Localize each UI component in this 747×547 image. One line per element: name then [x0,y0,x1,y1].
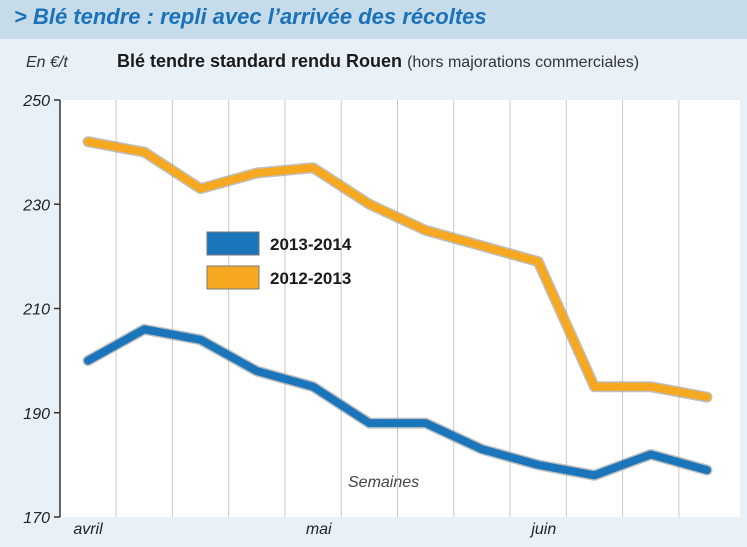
data-point [649,385,652,388]
data-point [255,171,258,174]
data-point [649,453,652,456]
data-point [537,260,540,263]
x-month-label: juin [529,521,556,538]
data-point [537,463,540,466]
legend-swatch [206,265,260,290]
data-point [706,396,708,399]
y-tick-label: 230 [22,197,50,214]
data-point [312,385,315,388]
data-point [255,370,258,373]
x-month-label: avril [73,521,103,538]
x-axis-month-labels: avril mai juin [73,521,556,538]
data-point [143,151,146,154]
data-point [480,244,483,247]
y-tick-label: 250 [22,93,50,110]
x-axis-label: Semaines [348,474,419,491]
unit-label: En €/t [26,54,68,71]
data-point [199,338,202,341]
legend: 2013-2014 2012-2013 [206,231,352,290]
data-point [593,385,596,388]
chart-subtitle: (hors majorations commerciales) [407,54,640,71]
data-point [593,474,596,477]
chart-title: Blé tendre standard rendu Rouen (hors ma… [117,51,639,72]
y-tick-label: 170 [23,510,50,527]
data-point [312,166,315,169]
data-point [424,229,427,232]
series-layer [82,136,713,481]
data-point [424,422,427,425]
data-point [368,422,371,425]
y-tick-label: 190 [23,406,50,423]
y-axis-ticks: 170 190 210 230 250 [22,93,60,527]
x-month-label: mai [306,521,332,538]
header-bar: > Blé tendre : repli avec l’arrivée des … [0,0,747,39]
chart-title-text: Blé tendre standard rendu Rouen [117,51,403,71]
data-point [480,448,483,451]
header-title: > Blé tendre : repli avec l’arrivée des … [14,4,487,29]
data-point [143,328,146,331]
legend-label: 2013-2014 [270,235,352,254]
series-line-20122013 [84,137,711,402]
data-point [87,359,89,362]
grid [115,100,680,517]
legend-swatch [206,231,260,256]
data-point [368,203,371,206]
y-tick-label: 210 [22,302,50,319]
data-point [199,187,202,190]
data-point [87,140,89,143]
data-point [706,469,708,472]
legend-label: 2012-2013 [270,269,351,288]
series-line-20132014 [84,325,711,480]
